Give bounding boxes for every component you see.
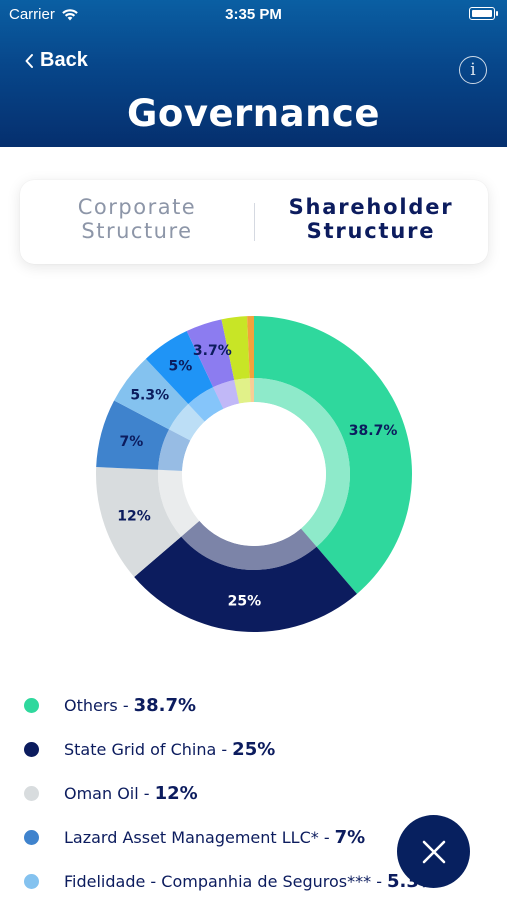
donut-slice-inner-highlight [213, 380, 240, 409]
donut-slice-inner-highlight [169, 404, 205, 441]
donut-slice-inner-highlight [249, 378, 254, 403]
legend-item-oman-oil: Oman Oil - 12% [24, 778, 198, 808]
close-icon [422, 840, 445, 863]
status-bar: Carrier 3:35 PM [0, 0, 507, 30]
legend-item-state-grid: State Grid of China - 25% [24, 734, 275, 764]
tab-corporate-structure[interactable]: Corporate Structure [20, 195, 254, 243]
chevron-left-icon [25, 53, 33, 68]
back-button[interactable]: Back [24, 49, 88, 72]
legend-dot-lazard [24, 829, 39, 845]
carrier-label: Carrier [9, 6, 55, 23]
slice-data-label: 12% [117, 509, 151, 525]
legend-name: Others - [64, 695, 129, 715]
donut-slice [134, 536, 357, 632]
back-label: Back [40, 49, 88, 71]
legend-dot-oman-oil [24, 785, 39, 801]
close-button[interactable] [397, 815, 470, 888]
legend-percent: 38.7% [133, 694, 197, 716]
slice-data-label: 5% [168, 359, 192, 375]
donut-slice-inner-highlight [188, 387, 224, 422]
info-button[interactable]: i [459, 56, 487, 84]
donut-slice [247, 316, 254, 379]
donut-slice-inner-band [234, 378, 251, 404]
donut-slice-inner-band [188, 387, 224, 422]
status-time: 3:35 PM [225, 6, 282, 23]
slice-data-label: 5.3% [130, 388, 169, 404]
donut-slice-inner-highlight [254, 378, 350, 547]
donut-slice-inner-band [158, 429, 191, 471]
battery-icon [469, 7, 498, 20]
legend-item-fidelidade: Fidelidade - Companhia de Seguros*** - 5… [24, 866, 437, 896]
tab-shareholder-structure[interactable]: Shareholder Structure [254, 195, 488, 243]
donut-slice [254, 316, 413, 594]
legend-dot-fidelidade [24, 873, 39, 889]
legend-name: Lazard Asset Management LLC* - [64, 827, 330, 847]
info-icon: i [470, 60, 476, 80]
carrier-indicator: Carrier [9, 6, 79, 23]
slice-data-label: 7% [120, 434, 144, 450]
legend-item-others: Others - 38.7% [24, 690, 196, 720]
donut-slice-inner-highlight [158, 429, 191, 471]
structure-segmented-control: Corporate Structure Shareholder Structur… [20, 180, 488, 264]
navigation-header: Carrier 3:35 PM Back i Governance [0, 0, 507, 147]
wifi-icon [62, 9, 78, 21]
donut-slice-inner-band [213, 380, 240, 409]
slice-data-label: 38.7% [349, 423, 398, 439]
donut-slice [221, 316, 250, 381]
page-title: Governance [127, 92, 380, 135]
shareholder-donut-chart: 38.7% 25% 12% 7% 5.3% 5%3.7% [96, 316, 413, 632]
donut-slice [96, 467, 182, 577]
donut-slice [96, 400, 170, 470]
segment-divider [254, 203, 255, 241]
donut-slice [114, 358, 189, 430]
donut-slice-inner-band [181, 520, 317, 570]
donut-slice [186, 319, 235, 388]
tab-shareholder-line2: Structure [306, 219, 436, 243]
donut-slice-inner-band [249, 378, 254, 403]
tab-corporate-line1: Corporate [77, 195, 197, 219]
donut-slice-inner-band [157, 469, 200, 537]
legend-name: Fidelidade - Companhia de Seguros*** - [64, 871, 382, 891]
donut-slice-inner-band [254, 378, 350, 547]
slice-data-label: 25% [228, 594, 262, 610]
legend-item-lazard: Lazard Asset Management LLC* - 7% [24, 822, 365, 852]
legend-percent: 25% [232, 738, 276, 760]
donut-slice-inner-highlight [181, 520, 317, 570]
legend-percent: 7% [334, 826, 366, 848]
slice-data-label: 3.7% [193, 343, 232, 359]
tab-corporate-line2: Structure [81, 219, 193, 243]
tab-shareholder-line1: Shareholder [288, 195, 454, 219]
donut-slice-inner-highlight [234, 378, 251, 404]
donut-center-hole [182, 402, 326, 546]
legend-dot-state-grid [24, 741, 39, 757]
legend-dot-others [24, 697, 39, 713]
donut-slice-inner-band [169, 404, 205, 441]
donut-slice [145, 331, 214, 405]
donut-slice-inner-highlight [157, 469, 200, 537]
legend-name: Oman Oil - [64, 783, 150, 803]
legend-percent: 12% [154, 782, 198, 804]
legend-name: State Grid of China - [64, 739, 228, 759]
